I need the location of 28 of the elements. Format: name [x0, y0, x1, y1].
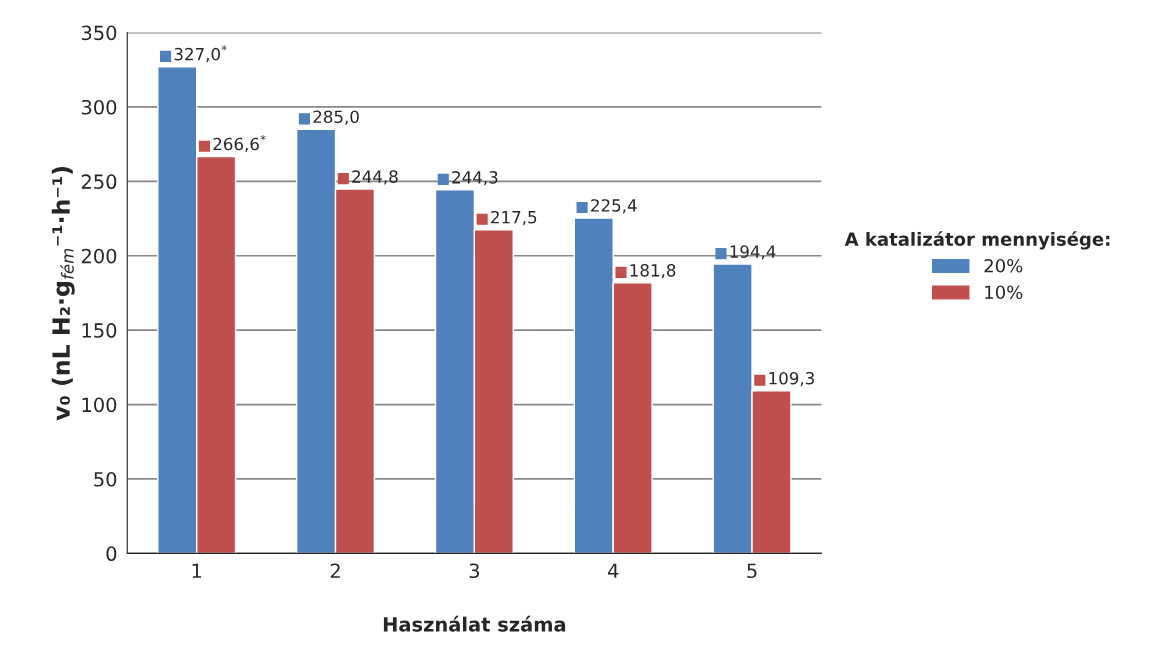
data-label: 244,3 — [452, 171, 498, 186]
data-label: 181,8 — [630, 264, 676, 279]
y-tick-label: 300 — [81, 99, 117, 115]
x-axis-title: Használat száma — [383, 615, 566, 632]
data-label: 225,4 — [591, 199, 637, 214]
data-label: 327,0$^{*}$ — [174, 45, 227, 63]
x-tick-label: 2 — [330, 563, 340, 578]
x-tick-label: 3 — [469, 563, 479, 579]
data-label: 194,4 — [730, 245, 776, 260]
y-tick-label: 150 — [82, 323, 117, 338]
y-tick-label: 50 — [94, 471, 117, 487]
x-tick-label: 5 — [747, 563, 757, 579]
data-label: 285,0 — [313, 110, 359, 125]
data-label: 109,3 — [769, 371, 814, 387]
legend-label: 10% — [985, 285, 1023, 300]
y-tick-label: 250 — [81, 174, 117, 190]
data-label: 244,8 — [352, 170, 398, 185]
legend-label: 20% — [984, 258, 1023, 273]
x-tick-label: 1 — [192, 563, 202, 578]
x-tick-label: 4 — [607, 563, 619, 578]
y-tick-label: 350 — [81, 25, 117, 41]
data-label: 266,6$^{*}$ — [213, 135, 266, 153]
y-axis-title: v₀ (nL H₂·g$_{fém}$⁻¹·h⁻¹) — [51, 167, 75, 421]
y-tick-label: 0 — [106, 546, 117, 562]
legend-title: A katalizátor mennyisége: — [844, 231, 1110, 250]
y-tick-label: 100 — [82, 397, 117, 413]
y-tick-label: 200 — [81, 248, 117, 264]
data-label: 217,5 — [491, 210, 537, 226]
